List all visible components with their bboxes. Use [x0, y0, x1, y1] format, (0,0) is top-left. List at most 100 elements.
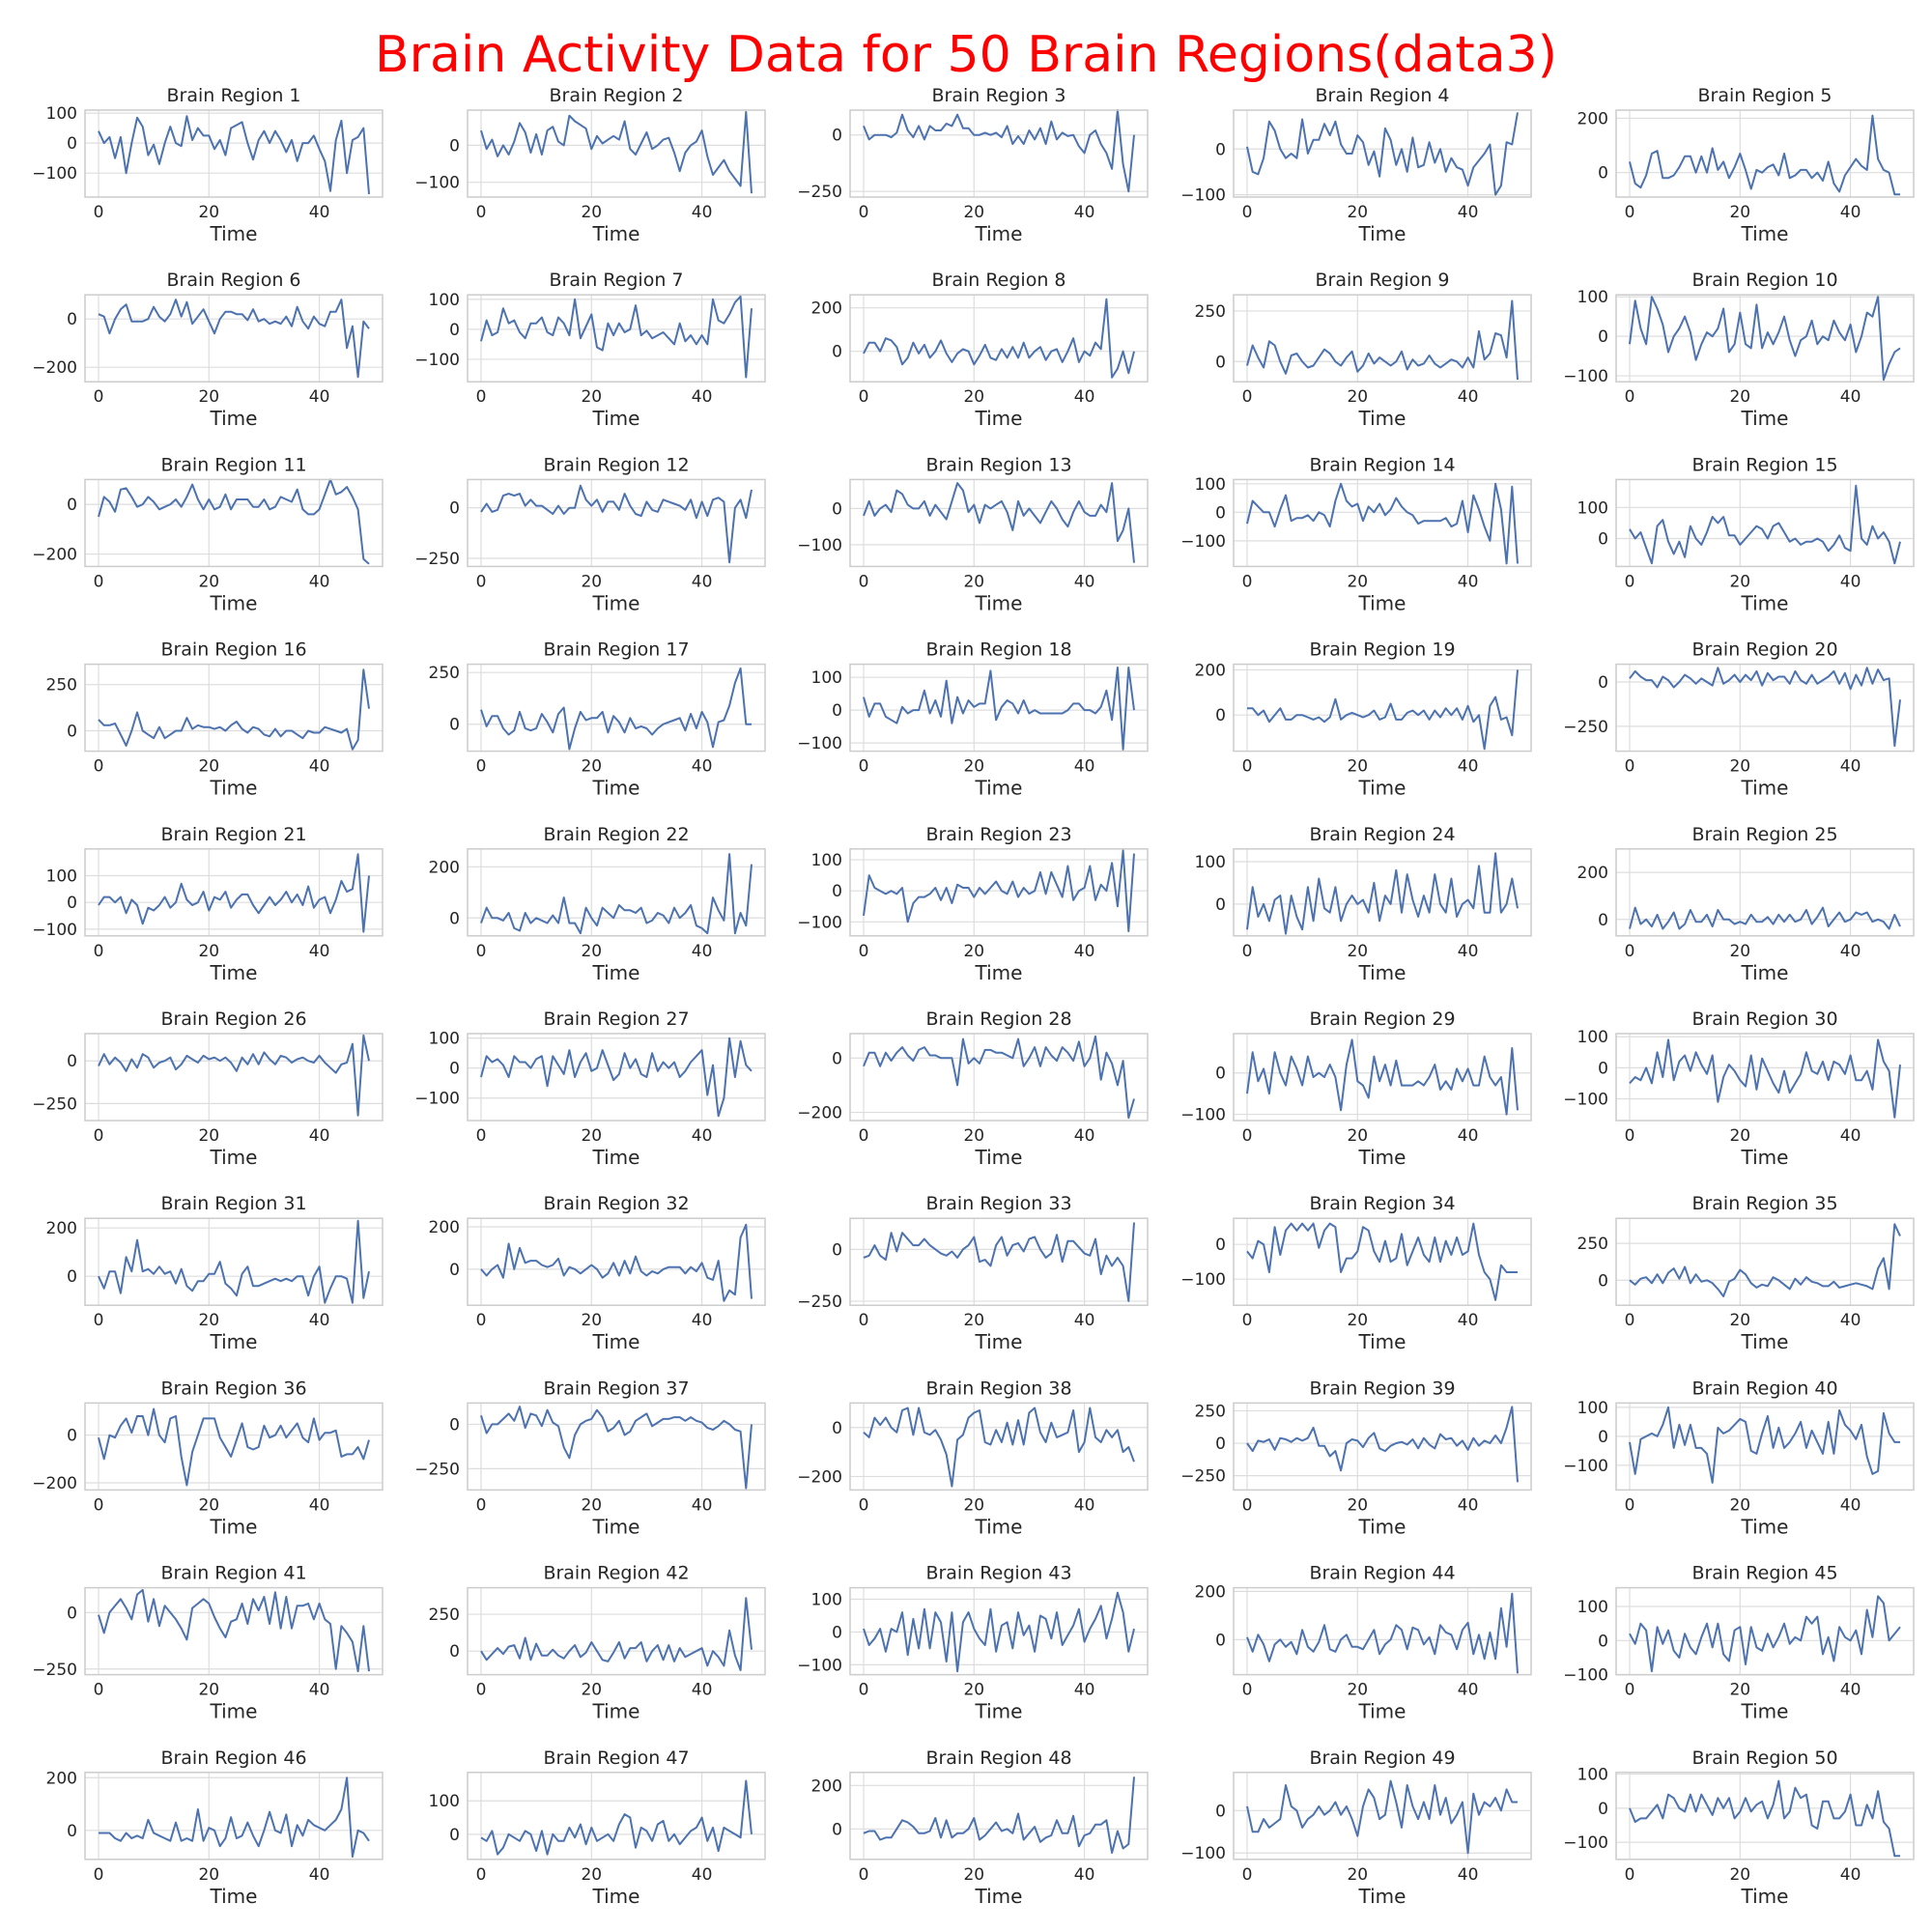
y-tick-label: 0	[832, 1049, 842, 1068]
figure-title: Brain Activity Data for 50 Brain Regions…	[374, 26, 1557, 84]
subplot-title: Brain Region 49	[1309, 1747, 1455, 1769]
y-tick-label: 100	[1195, 853, 1226, 872]
series-line	[480, 1597, 753, 1671]
y-tick-label: 250	[429, 664, 460, 683]
plot-frame	[467, 848, 766, 937]
series-line	[1246, 299, 1519, 381]
y-tick-label: −100	[797, 734, 842, 753]
subplot-title: Brain Region 15	[1691, 454, 1837, 475]
x-tick-label: 40	[309, 1495, 330, 1515]
x-tick-label: 40	[1458, 757, 1479, 777]
y-tick-label: 200	[1577, 109, 1608, 128]
y-tick-label: 250	[46, 676, 77, 696]
subplot-title: Brain Region 10	[1691, 270, 1837, 291]
series-line	[480, 1779, 753, 1856]
x-tick-label: 20	[581, 942, 602, 961]
x-axis-label: Time	[1741, 1515, 1789, 1538]
x-tick-label: 40	[1074, 1681, 1095, 1700]
plot-area	[1234, 1034, 1531, 1121]
y-tick-label: −200	[32, 358, 77, 378]
y-tick-label: 0	[67, 310, 77, 329]
y-tick-label: 100	[1577, 288, 1608, 307]
plot-frame	[849, 1033, 1149, 1122]
subplot: Brain Region 21 0 20 40 −100 0 100 Time	[32, 824, 384, 984]
y-tick-label: −100	[1180, 1844, 1226, 1863]
plot-frame	[467, 478, 766, 568]
plot-frame	[1615, 1217, 1915, 1306]
subplot: Brain Region 27 0 20 40 −100 0 100 Time	[414, 1009, 766, 1169]
x-tick-label: 0	[1625, 1311, 1635, 1330]
y-tick-label: 0	[832, 882, 842, 901]
subplot-title: Brain Region 38	[925, 1378, 1071, 1399]
series-line	[98, 115, 370, 194]
x-tick-label: 20	[198, 1681, 219, 1700]
plot-area	[1616, 110, 1914, 197]
x-tick-label: 40	[1840, 1126, 1861, 1146]
x-tick-label: 20	[1347, 757, 1368, 777]
x-tick-label: 40	[309, 1126, 330, 1146]
plot-frame	[467, 1402, 766, 1492]
x-tick-label: 0	[94, 572, 104, 591]
subplot: Brain Region 43 0 20 40 −100 0 100 Time	[797, 1563, 1149, 1723]
plot-frame	[1615, 663, 1915, 753]
series-line	[1246, 1406, 1519, 1483]
x-tick-label: 0	[1242, 1495, 1253, 1515]
y-tick-label: 0	[1598, 164, 1608, 184]
x-tick-label: 20	[963, 1311, 984, 1330]
x-tick-label: 20	[198, 942, 219, 961]
plot-frame	[1615, 1402, 1915, 1492]
series-line	[1629, 667, 1901, 748]
x-axis-label: Time	[1358, 1146, 1406, 1169]
y-tick-label: −250	[32, 1094, 77, 1114]
series-line	[1629, 296, 1901, 382]
plot-area	[85, 1034, 383, 1121]
plot-frame	[1615, 1033, 1915, 1122]
plot-area	[468, 1587, 765, 1675]
subplot: Brain Region 20 0 20 40 −250 0 Time	[1563, 639, 1915, 800]
series-line	[1246, 1779, 1518, 1855]
y-tick-label: −100	[1563, 367, 1608, 386]
subplot: Brain Region 15 0 20 40 0 100 Time	[1577, 454, 1915, 614]
x-tick-label: 20	[1347, 1311, 1368, 1330]
y-tick-label: −100	[797, 913, 842, 932]
subplot-title: Brain Region 30	[1691, 1009, 1837, 1030]
series-line	[863, 109, 1135, 193]
subplot: Brain Region 8 0 20 40 0 200 Time	[811, 270, 1149, 430]
y-tick-label: 0	[449, 1261, 460, 1280]
y-tick-label: 0	[1598, 1059, 1608, 1078]
x-axis-label: Time	[975, 1700, 1023, 1723]
x-tick-label: 40	[692, 1495, 713, 1515]
x-axis-label: Time	[1358, 1515, 1406, 1538]
subplot: Brain Region 19 0 20 40 0 200 Time	[1195, 639, 1532, 800]
subplot-title: Brain Region 29	[1309, 1009, 1455, 1030]
x-tick-label: 0	[859, 942, 869, 961]
plot-area	[468, 479, 765, 567]
subplot: Brain Region 35 0 20 40 0 250 Time	[1577, 1193, 1915, 1353]
x-tick-label: 20	[581, 572, 602, 591]
y-tick-label: −100	[1180, 532, 1226, 552]
x-tick-label: 0	[859, 1681, 869, 1700]
plot-frame	[467, 1217, 766, 1306]
y-tick-label: −100	[1563, 1457, 1608, 1476]
series-line	[480, 1037, 753, 1118]
x-axis-label: Time	[975, 591, 1023, 614]
y-tick-label: 200	[429, 858, 460, 877]
x-tick-label: 40	[1840, 1311, 1861, 1330]
x-tick-label: 40	[1074, 203, 1095, 222]
y-tick-label: 0	[1215, 503, 1226, 523]
x-tick-label: 0	[94, 387, 104, 407]
y-tick-label: 0	[1215, 140, 1226, 159]
x-tick-label: 0	[1242, 387, 1253, 407]
subplot-title: Brain Region 12	[543, 454, 689, 475]
plot-area	[468, 664, 765, 752]
x-axis-label: Time	[1741, 1885, 1789, 1908]
plot-frame	[84, 848, 384, 937]
y-tick-label: 100	[811, 851, 842, 870]
series-line	[480, 1223, 753, 1302]
x-axis-label: Time	[1358, 777, 1406, 800]
y-tick-label: 200	[811, 299, 842, 319]
x-axis-label: Time	[1741, 407, 1789, 430]
subplot: Brain Region 47 0 20 40 0 100 Time	[429, 1747, 766, 1908]
y-tick-label: −100	[414, 351, 460, 370]
